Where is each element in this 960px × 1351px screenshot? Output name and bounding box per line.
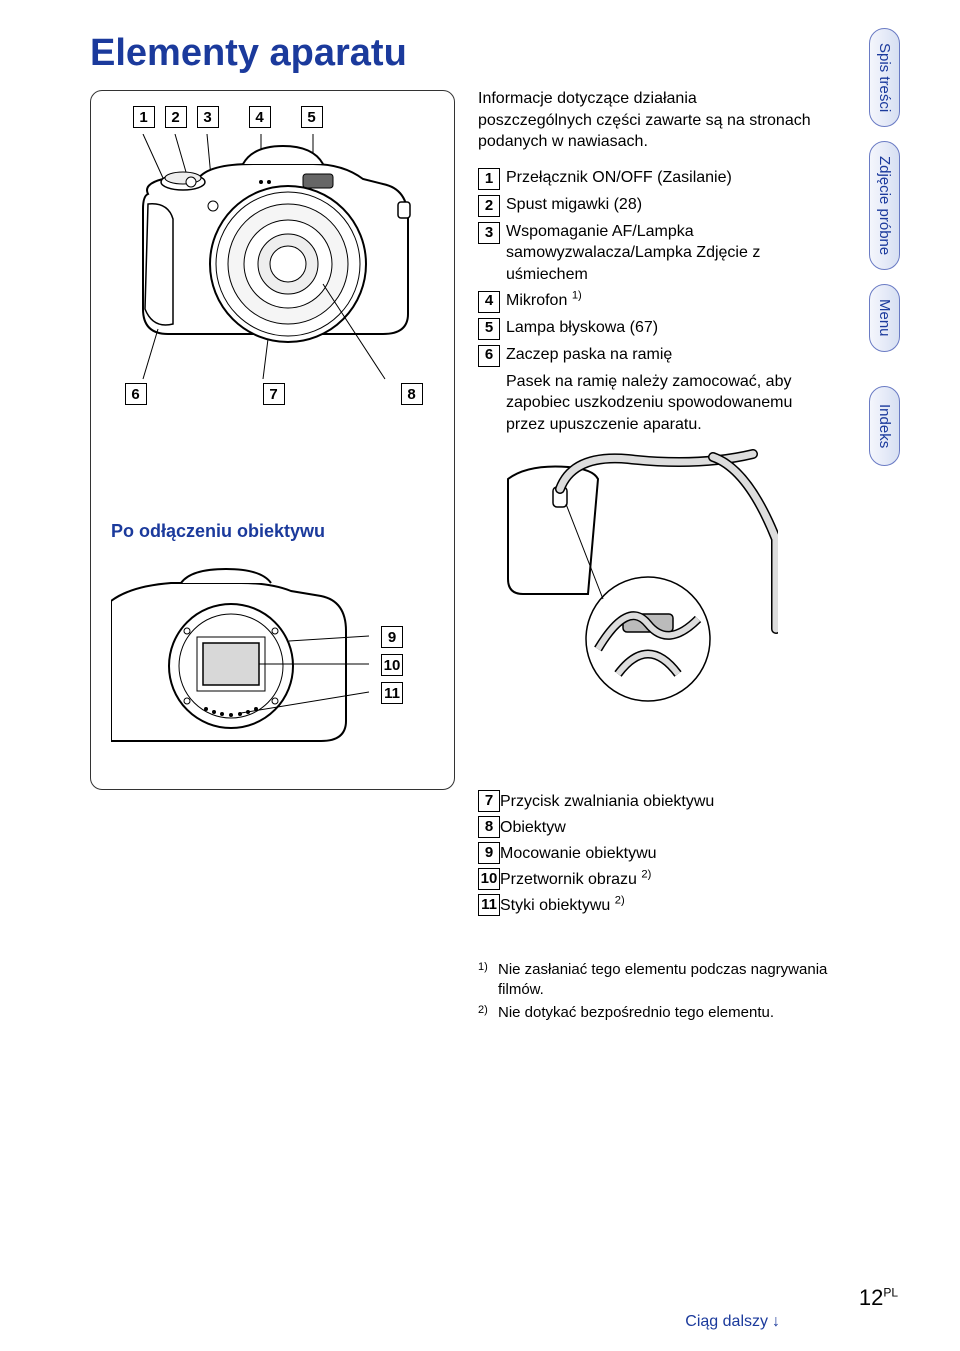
- continue-indicator: Ciąg dalszy ↓: [685, 1313, 780, 1331]
- diagram-box: 1 2 3 4 5: [90, 90, 455, 790]
- label-5: 5: [301, 106, 323, 128]
- inline-num: 2: [478, 195, 500, 217]
- footnote-text: Nie dotykać bezpośrednio tego elementu.: [498, 1003, 774, 1023]
- page-title: Elementy aparatu: [90, 32, 407, 75]
- item-text: Styki obiektywu 2): [500, 894, 625, 918]
- description-column: Informacje dotyczące działania poszczegó…: [478, 88, 813, 716]
- diagram-subheading: Po odłączeniu obiektywu: [111, 521, 325, 542]
- item-list-2: 7Przycisk zwalniania obiektywu 8Obiektyw…: [478, 790, 813, 918]
- tab-toc[interactable]: Spis treści: [869, 28, 900, 127]
- item-text: Obiektyw: [500, 816, 566, 840]
- list-item: 6 Zaczep paska na ramię: [478, 344, 813, 367]
- list-item: 8Obiektyw: [478, 816, 813, 840]
- page-number: 12PL: [859, 1285, 898, 1311]
- label-1: 1: [133, 106, 155, 128]
- list-item: 7Przycisk zwalniania obiektywu: [478, 790, 813, 814]
- list-item: 9Mocowanie obiektywu: [478, 842, 813, 866]
- footnote-num: 1): [478, 960, 492, 1001]
- inline-num: 1: [478, 168, 500, 190]
- list-item: 1 Przełącznik ON/OFF (Zasilanie): [478, 167, 813, 190]
- label-11: 11: [381, 682, 403, 704]
- inline-num: 9: [478, 842, 500, 864]
- footnote-text: Nie zasłaniać tego elementu podczas nagr…: [498, 960, 838, 1001]
- footnotes: 1)Nie zasłaniać tego elementu podczas na…: [478, 960, 838, 1025]
- footnote-num: 2): [478, 1003, 492, 1023]
- arrow-down-icon: ↓: [772, 1313, 780, 1331]
- label-3: 3: [197, 106, 219, 128]
- item-text: Mikrofon 1): [506, 290, 582, 312]
- camera-top-group: 1 2 3 4 5: [113, 106, 433, 405]
- bottom-label-row: 6 7 8: [113, 383, 433, 405]
- label-6: 6: [125, 383, 147, 405]
- footnote: 1)Nie zasłaniać tego elementu podczas na…: [478, 960, 838, 1001]
- tab-index[interactable]: Indeks: [869, 386, 900, 466]
- label-7: 7: [263, 383, 285, 405]
- list-item: 10Przetwornik obrazu 2): [478, 868, 813, 892]
- camera-front-illustration: [113, 134, 433, 384]
- inline-num: 4: [478, 291, 500, 313]
- item-text: Przełącznik ON/OFF (Zasilanie): [506, 167, 732, 189]
- label-4: 4: [249, 106, 271, 128]
- camera-nolens-illustration: [111, 561, 371, 761]
- list-item: 11Styki obiektywu 2): [478, 894, 813, 918]
- inline-num: 7: [478, 790, 500, 812]
- list-item: 3 Wspomaganie AF/Lampka samowyzwalacza/La…: [478, 221, 813, 286]
- item-text: Zaczep paska na ramię: [506, 344, 672, 366]
- item-text: Spust migawki (28): [506, 194, 642, 216]
- label-8: 8: [401, 383, 423, 405]
- top-label-row: 1 2 3 4 5: [113, 106, 433, 128]
- inline-num: 5: [478, 318, 500, 340]
- tab-sample[interactable]: Zdjęcie próbne: [869, 141, 900, 270]
- tab-menu[interactable]: Menu: [869, 284, 900, 352]
- item-list-1: 1 Przełącznik ON/OFF (Zasilanie) 2 Spust m…: [478, 167, 813, 367]
- item-list-2-container: 7Przycisk zwalniania obiektywu 8Obiektyw…: [478, 790, 813, 920]
- inline-num: 11: [478, 894, 500, 916]
- label-10: 10: [381, 654, 403, 676]
- item-text: Mocowanie obiektywu: [500, 842, 657, 866]
- inline-num: 6: [478, 345, 500, 367]
- item-text: Przycisk zwalniania obiektywu: [500, 790, 714, 814]
- intro-text: Informacje dotyczące działania poszczegó…: [478, 88, 813, 153]
- inline-num: 8: [478, 816, 500, 838]
- list-item: 2 Spust migawki (28): [478, 194, 813, 217]
- footnote: 2) Nie dotykać bezpośrednio tego elementu…: [478, 1003, 838, 1023]
- item-text: Przetwornik obrazu 2): [500, 868, 651, 892]
- item-sub-description: Pasek na ramię należy zamocować, aby zap…: [506, 371, 813, 436]
- inline-num: 10: [478, 868, 500, 890]
- list-item: 4 Mikrofon 1): [478, 290, 813, 313]
- inline-num: 3: [478, 222, 500, 244]
- item-text: Wspomaganie AF/Lampka samowyzwalacza/Lam…: [506, 221, 813, 286]
- label-9: 9: [381, 626, 403, 648]
- side-tabs: Spis treści Zdjęcie próbne Menu Indeks: [869, 28, 900, 466]
- label-2: 2: [165, 106, 187, 128]
- right-label-col: 9 10 11: [381, 626, 403, 704]
- list-item: 5 Lampa błyskowa (67): [478, 317, 813, 340]
- item-text: Lampa błyskowa (67): [506, 317, 658, 339]
- strap-illustration: [498, 449, 778, 709]
- continue-text: Ciąg dalszy: [685, 1313, 768, 1331]
